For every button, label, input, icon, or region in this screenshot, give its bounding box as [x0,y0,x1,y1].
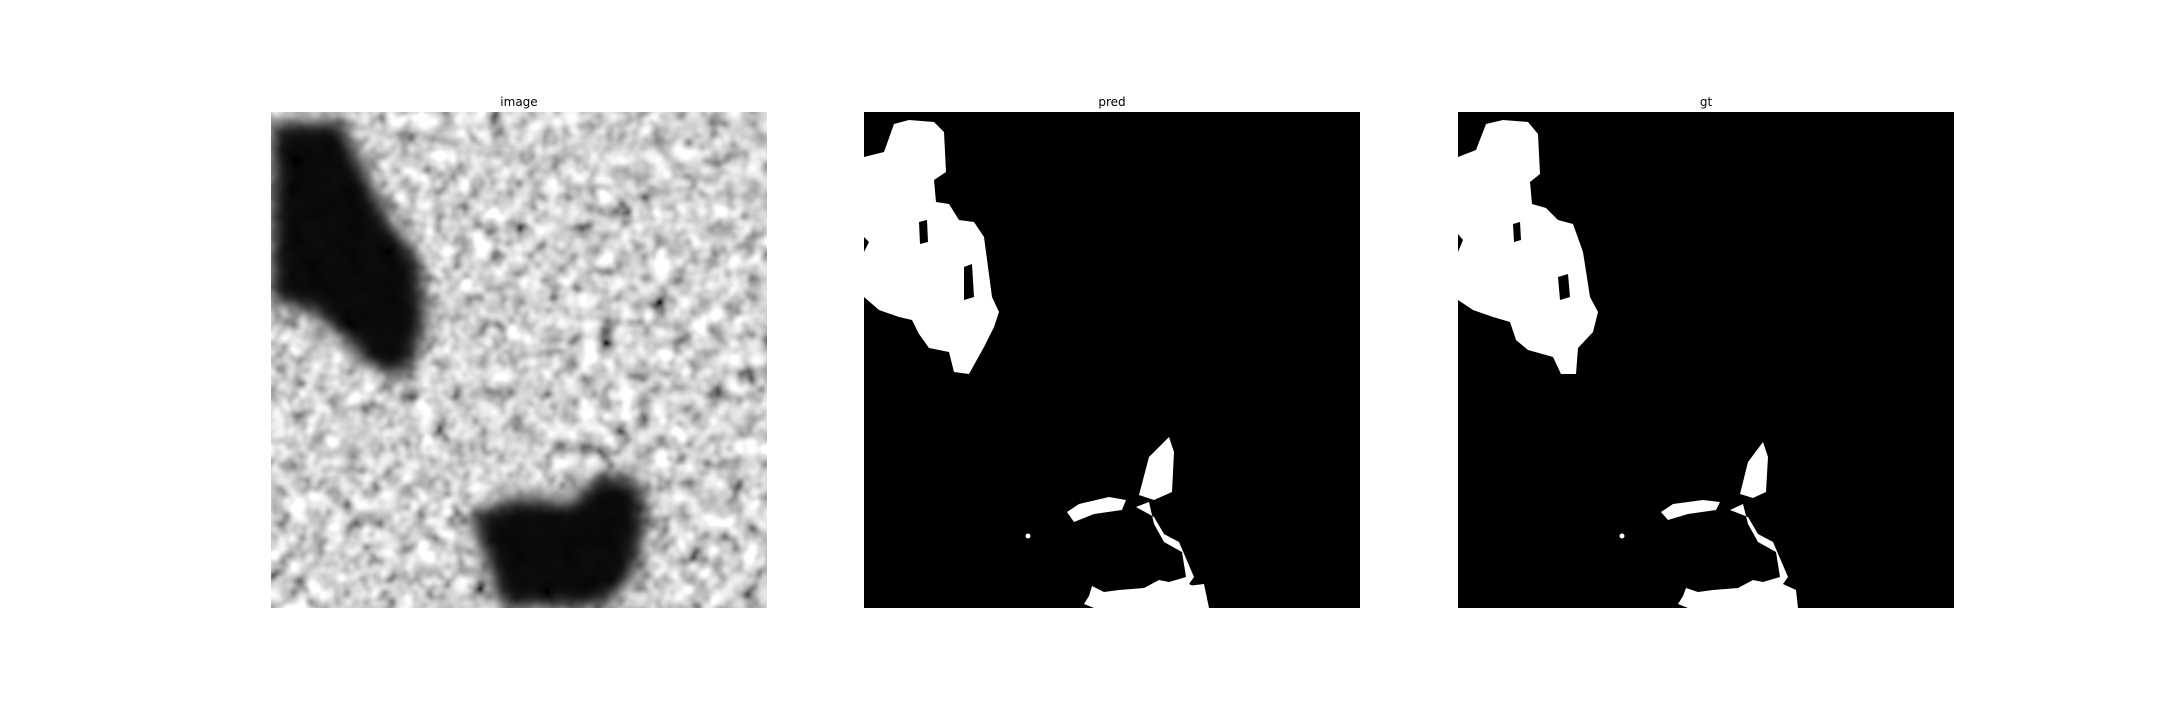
pred-mask [864,112,1360,608]
texture-image [271,112,767,608]
pred-mask-shapes [864,112,1360,608]
grayscale-image [271,112,767,608]
image-panel: image [271,94,767,608]
gt-panel: gt [1458,94,1954,608]
panel-title: gt [1699,95,1713,109]
panel-title: image [500,95,538,109]
gt-mask [1458,112,1954,608]
panel-title: pred [1098,95,1126,109]
pred-panel: pred [864,94,1360,608]
gt-mask-shapes [1458,112,1954,608]
